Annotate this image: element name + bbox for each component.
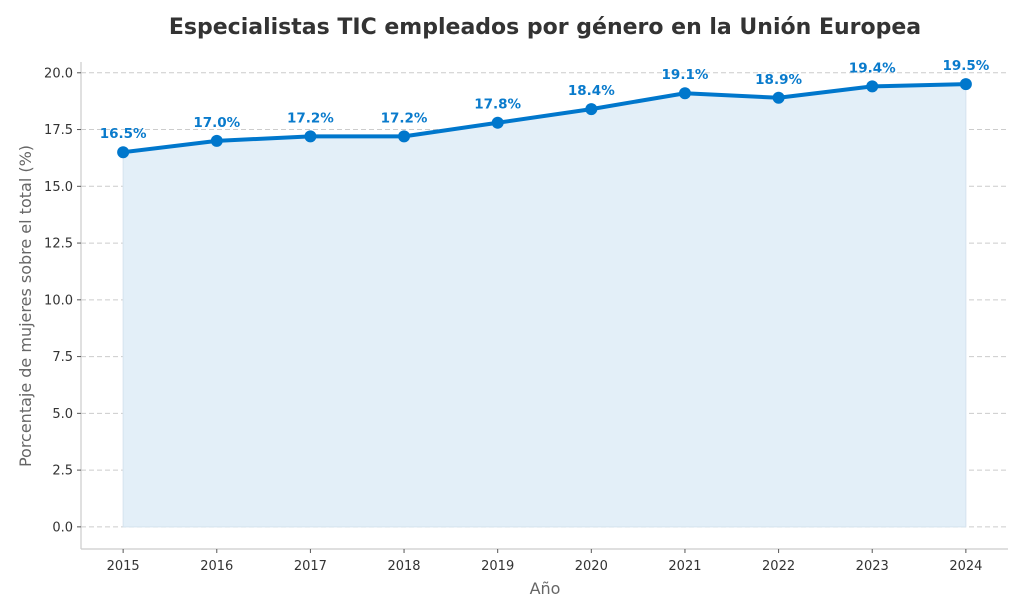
x-tick-label: 2019 [481,559,514,574]
y-tick-label: 10.0 [44,293,73,308]
y-tick-label: 15.0 [44,180,73,195]
data-point [398,130,411,143]
data-label: 17.8% [474,97,521,113]
y-ticks: 0.0 2.5 5.0 7.5 10.0 12.5 15.0 17.5 20.0 [44,66,81,535]
area-fill [122,83,967,528]
data-point [304,130,317,143]
y-tick-label: 0.0 [52,520,73,535]
x-tick-label: 2020 [575,559,608,574]
series-line [117,78,972,159]
data-label: 18.4% [568,83,615,99]
data-labels: 16.5% 17.0% 17.2% 17.2% 17.8% 18.4% 19.1% 18.9%… [100,58,990,142]
x-tick-label: 2017 [294,559,327,574]
x-ticks: 2015 2016 2017 2018 2019 2020 2021 2022 2023 2024 [107,549,982,574]
y-tick-label: 12.5 [44,237,73,252]
data-point [491,116,504,129]
data-label: 17.2% [381,110,428,126]
x-tick-label: 2023 [856,559,889,574]
x-tick-label: 2018 [387,559,420,574]
x-tick-label: 2016 [200,559,233,574]
data-point [866,80,879,93]
y-axis-label: Porcentaje de mujeres sobre el total (%) [16,145,35,467]
x-tick-label: 2021 [668,559,701,574]
y-tick-label: 17.5 [44,123,73,138]
data-point [585,103,598,116]
chart-title: Especialistas TIC empleados por género e… [169,15,921,40]
data-point [678,87,691,100]
data-label: 18.9% [755,72,802,88]
data-label: 17.2% [287,110,334,126]
y-tick-label: 5.0 [52,407,73,422]
x-axis-label: Año [530,579,561,598]
data-point [117,146,130,159]
y-tick-label: 2.5 [52,464,73,479]
x-tick-label: 2022 [762,559,795,574]
data-label: 17.0% [193,115,240,131]
y-tick-label: 7.5 [52,350,73,365]
data-line [122,82,966,155]
data-label: 19.5% [942,58,989,74]
x-tick-label: 2015 [107,559,140,574]
axes [80,62,1008,550]
area-under-line [122,83,967,528]
data-label: 19.4% [849,60,896,76]
data-label: 19.1% [662,67,709,83]
y-tick-label: 20.0 [44,66,73,81]
data-point [959,78,972,91]
data-label: 16.5% [100,126,147,142]
data-point [210,134,223,147]
data-point [772,91,785,104]
x-tick-label: 2024 [949,559,982,574]
